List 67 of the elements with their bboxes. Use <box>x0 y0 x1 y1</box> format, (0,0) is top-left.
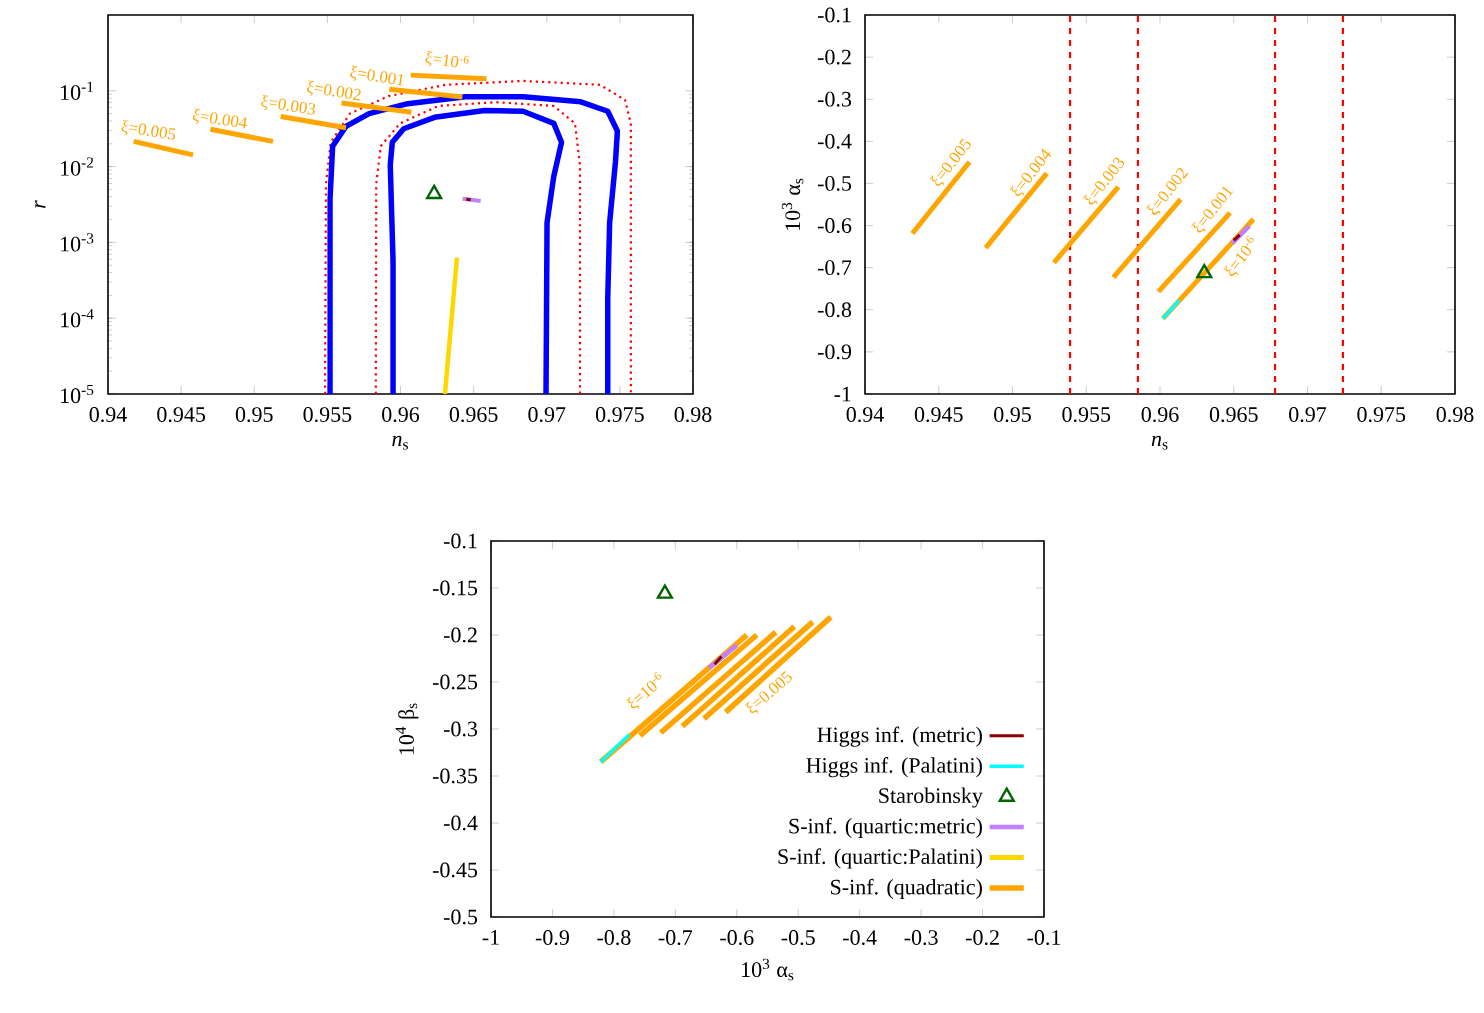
x-tick-label: 0.94 <box>89 407 127 423</box>
x-tick-label: 0.97 <box>1289 407 1327 423</box>
x-tick-label: -0.4 <box>843 930 877 946</box>
y-tick-label: -0.4 <box>817 133 852 149</box>
x-tick-label: -0.8 <box>597 930 631 946</box>
x-tick-label: 0.96 <box>1141 407 1179 423</box>
legend-label: S-inf. (quadratic) <box>831 878 982 899</box>
x-tick-label: -1 <box>482 930 499 945</box>
x-tick-label: -0.7 <box>658 930 693 946</box>
x-tick-label: -0.2 <box>965 930 999 946</box>
y-tick-label: -0.3 <box>817 91 852 107</box>
y-tick-label: -0.1 <box>443 533 477 549</box>
annotation: ξ=10$^{-6}$ <box>425 51 469 68</box>
y-tick-label: 10$^{-1}$ <box>61 81 94 100</box>
x-tick-label: 0.975 <box>1357 407 1406 423</box>
y-tick-label: -0.7 <box>817 260 852 276</box>
x-tick-label: -0.3 <box>904 930 938 946</box>
legend-label: S-inf. (quartic:Palatini) <box>778 848 982 869</box>
x-axis-title: 10$^{3}$ α$_{s}$ <box>742 958 794 981</box>
y-tick-label: -1 <box>834 386 851 402</box>
y-tick-label: -0.45 <box>432 862 478 878</box>
x-tick-label: 0.955 <box>303 407 352 423</box>
x-tick-label: -0.5 <box>781 930 815 946</box>
legend-label: Starobinsky <box>879 787 983 808</box>
legend-label: Higgs inf. (metric) <box>817 726 982 747</box>
legend-label: S-inf. (quartic:metric) <box>789 817 982 839</box>
x-tick-label: -0.1 <box>1027 930 1061 946</box>
y-tick-label: -0.15 <box>432 580 478 596</box>
x-axis-title: n$_{s}$ <box>392 435 408 450</box>
y-tick-label: -0.3 <box>443 721 478 737</box>
y-tick-label: 10$^{-5}$ <box>61 384 94 404</box>
x-tick-label: 0.95 <box>994 407 1031 423</box>
y-tick-label: -0.9 <box>817 344 852 360</box>
y-axis-title: 10$^{3}$ α$_{s}$ <box>781 178 804 230</box>
x-tick-label: 0.98 <box>1436 407 1474 423</box>
x-tick-label: 0.955 <box>1062 407 1111 423</box>
annotation: ξ=0.004 <box>192 108 247 129</box>
y-tick-label: -0.5 <box>443 909 478 925</box>
x-tick-label: 0.975 <box>595 407 644 423</box>
y-tick-label: -0.8 <box>817 302 852 318</box>
y-tick-label: -0.35 <box>432 768 478 784</box>
y-tick-label: 10$^{-4}$ <box>61 309 94 328</box>
x-axis-title: n$_{s}$ <box>1151 435 1168 450</box>
legend-label: Higgs inf. (Palatini) <box>806 757 982 778</box>
x-tick-label: -0.6 <box>720 930 754 946</box>
y-tick-label: -0.2 <box>443 627 477 643</box>
y-axis-title: r <box>35 200 46 208</box>
x-tick-label: 0.965 <box>1209 407 1258 423</box>
x-tick-label: 0.96 <box>382 407 420 423</box>
y-tick-label: 10$^{-3}$ <box>61 233 94 252</box>
y-tick-label: -0.6 <box>817 218 852 234</box>
x-tick-label: 0.97 <box>528 407 566 423</box>
x-tick-label: 0.945 <box>157 407 206 423</box>
y-tick-label: -0.2 <box>817 49 851 65</box>
y-tick-label: -0.1 <box>817 7 851 23</box>
y-tick-label: -0.5 <box>817 175 852 191</box>
x-tick-label: 0.965 <box>449 407 498 423</box>
y-tick-label: 10$^{-2}$ <box>61 157 94 176</box>
x-tick-label: -0.9 <box>535 930 569 946</box>
x-tick-label: 0.98 <box>674 407 712 423</box>
annotation: ξ=0.005 <box>121 119 176 140</box>
y-tick-label: -0.4 <box>443 815 478 831</box>
y-axis-title: 10$^{4}$ β$_{s}$ <box>395 703 419 755</box>
x-tick-label: 0.95 <box>235 407 273 423</box>
y-tick-label: -0.25 <box>432 674 478 690</box>
x-tick-label: 0.94 <box>846 407 884 423</box>
x-tick-label: 0.945 <box>914 407 963 423</box>
